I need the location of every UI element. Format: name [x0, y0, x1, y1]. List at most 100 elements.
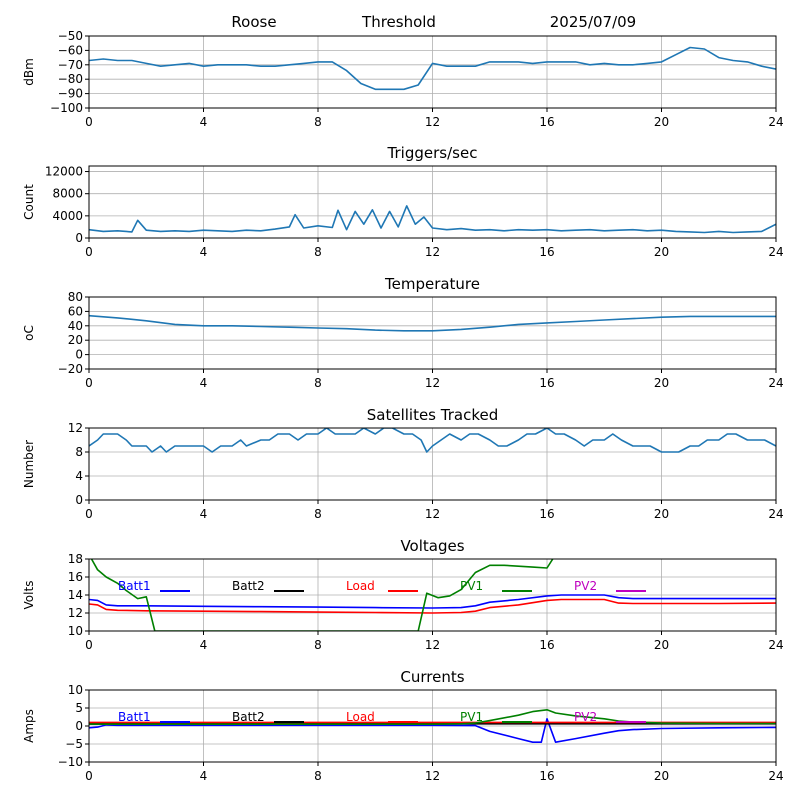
- x-tick-label: 24: [768, 638, 783, 652]
- y-tick-label: 5: [75, 701, 83, 715]
- chart-panel-5: 0 4 8 12 16 20 24 10 12 14 16 18 Voltages Volts Batt1 B…: [22, 537, 784, 652]
- x-tick-label: 20: [654, 376, 669, 390]
- y-tick-label: −20: [58, 362, 83, 376]
- legend-label-batt1: Batt1: [118, 579, 151, 593]
- chart-title: Voltages: [400, 537, 464, 555]
- series-group: [89, 205, 776, 234]
- x-tick-label: 4: [200, 769, 208, 783]
- x-tick-label: 0: [85, 507, 93, 521]
- x-tick-label: 24: [768, 507, 783, 521]
- y-tick-label: −5: [65, 737, 83, 751]
- series-group: [89, 46, 776, 91]
- x-tick-label: 0: [85, 376, 93, 390]
- x-tick-label: 24: [768, 245, 783, 259]
- x-tick-label: 24: [768, 115, 783, 129]
- y-tick-label: 4: [75, 469, 83, 483]
- x-tick-label: 16: [539, 507, 554, 521]
- series-group: [89, 428, 776, 453]
- x-tick-label: 20: [654, 245, 669, 259]
- legend-label-batt2: Batt2: [232, 710, 265, 724]
- series-line: [89, 205, 776, 234]
- y-tick-label: 14: [68, 588, 83, 602]
- y-tick-label: −80: [58, 72, 83, 86]
- y-tick-label: 8: [75, 445, 83, 459]
- legend-label-pv2: PV2: [574, 710, 597, 724]
- y-tick-label: 12: [68, 606, 83, 620]
- y-tick-label: 16: [68, 570, 83, 584]
- x-tick-label: 20: [654, 115, 669, 129]
- y-axis-label: Count: [22, 184, 36, 220]
- x-tick-label: 12: [425, 245, 440, 259]
- y-axis-label: oC: [22, 325, 36, 341]
- y-tick-label: 12000: [45, 165, 83, 179]
- y-axis-label: Number: [22, 440, 36, 488]
- y-tick-label: 10: [68, 624, 83, 638]
- y-tick-label: −90: [58, 87, 83, 101]
- y-tick-label: 10: [68, 683, 83, 697]
- x-tick-label: 24: [768, 376, 783, 390]
- y-tick-label: −100: [50, 101, 83, 115]
- x-tick-label: 20: [654, 507, 669, 521]
- header-station: Roose: [231, 13, 276, 31]
- x-tick-label: 4: [200, 638, 208, 652]
- y-tick-label: 0: [75, 719, 83, 733]
- series-group: [89, 314, 776, 332]
- y-tick-label: −50: [58, 29, 83, 43]
- series-line: [89, 314, 776, 332]
- legend-label-load: Load: [346, 579, 375, 593]
- chart-title: Temperature: [384, 275, 480, 293]
- legend-label-batt1: Batt1: [118, 710, 151, 724]
- x-tick-label: 12: [425, 507, 440, 521]
- y-tick-label: 4000: [52, 209, 83, 223]
- legend-label-pv1: PV1: [460, 710, 483, 724]
- header-date: 2025/07/09: [550, 13, 636, 31]
- y-tick-label: 40: [68, 319, 83, 333]
- x-tick-label: 4: [200, 376, 208, 390]
- y-tick-label: 60: [68, 304, 83, 318]
- x-tick-label: 16: [539, 115, 554, 129]
- x-tick-label: 8: [314, 638, 322, 652]
- series-group: [89, 559, 776, 631]
- x-tick-label: 4: [200, 115, 208, 129]
- x-tick-label: 8: [314, 507, 322, 521]
- series-line-pv1: [90, 559, 554, 631]
- y-tick-label: −70: [58, 58, 83, 72]
- y-tick-label: −10: [58, 755, 83, 769]
- chart-panel-2: 0 4 8 12 16 20 24 0 4000 8000 12000 Triggers/sec Cou…: [22, 144, 784, 259]
- y-axis-label: Volts: [22, 581, 36, 610]
- legend-label-load: Load: [346, 710, 375, 724]
- series-line-load: [89, 598, 776, 614]
- legend-label-pv1: PV1: [460, 579, 483, 593]
- chart-panel-4: 0 4 8 12 16 20 24 0 4 8 12 Satellites Tracked Number: [22, 406, 784, 521]
- chart-panel-6: 0 4 8 12 16 20 24 −10 −5 0 5 10 Currents Amps Batt1 Bat…: [22, 668, 784, 783]
- x-tick-label: 16: [539, 245, 554, 259]
- y-tick-label: 20: [68, 333, 83, 347]
- x-tick-label: 16: [539, 638, 554, 652]
- series-line-batt1: [89, 717, 776, 744]
- x-tick-label: 8: [314, 115, 322, 129]
- series-line-batt1: [89, 594, 776, 609]
- series-line: [89, 428, 776, 453]
- chart-title: Satellites Tracked: [367, 406, 498, 424]
- y-tick-label: 12: [68, 421, 83, 435]
- chart-title: Triggers/sec: [387, 144, 478, 162]
- y-tick-label: 80: [68, 290, 83, 304]
- y-tick-label: −60: [58, 43, 83, 57]
- x-tick-label: 0: [85, 115, 93, 129]
- x-tick-label: 16: [539, 376, 554, 390]
- x-tick-label: 4: [200, 507, 208, 521]
- x-tick-label: 8: [314, 769, 322, 783]
- x-tick-label: 12: [425, 115, 440, 129]
- y-axis-label: dBm: [22, 58, 36, 86]
- y-tick-label: 0: [75, 493, 83, 507]
- x-tick-label: 8: [314, 245, 322, 259]
- legend-label-pv2: PV2: [574, 579, 597, 593]
- x-tick-label: 8: [314, 376, 322, 390]
- series-group: [89, 708, 776, 744]
- x-tick-label: 0: [85, 245, 93, 259]
- legend-label-batt2: Batt2: [232, 579, 265, 593]
